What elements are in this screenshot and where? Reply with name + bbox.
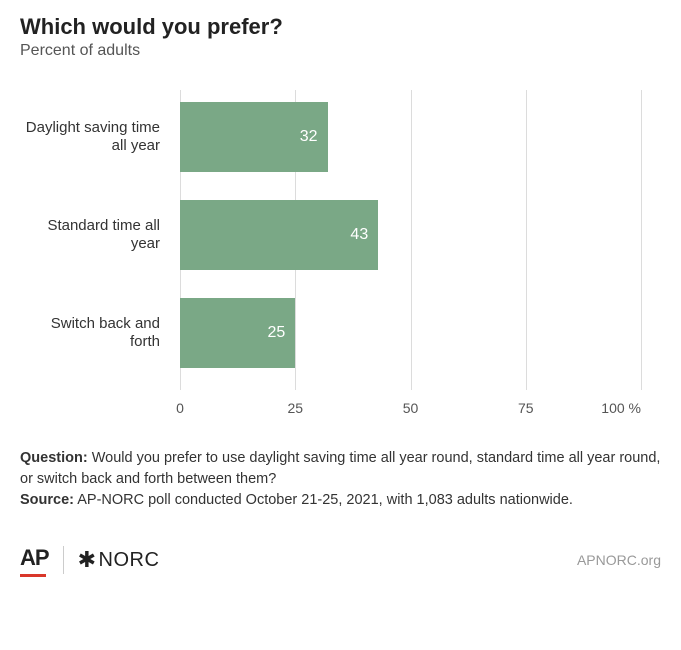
gridline	[641, 90, 642, 390]
source-label: Source:	[20, 492, 74, 508]
y-axis-label: Switch back and forth	[20, 298, 160, 368]
chart-subtitle: Percent of adults	[20, 42, 661, 60]
bar-row: 32	[180, 102, 641, 172]
plot-area: 32 43 25	[180, 90, 641, 390]
question-text: Would you prefer to use daylight saving …	[20, 450, 660, 487]
ap-logo: AP	[20, 545, 49, 575]
x-tick-label: 75	[518, 400, 534, 416]
x-axis: 0255075100 %	[180, 390, 641, 430]
x-tick-label: 100 %	[601, 400, 641, 416]
question-line: Question: Would you prefer to use daylig…	[20, 448, 661, 490]
source-text: AP-NORC poll conducted October 21-25, 20…	[74, 492, 573, 508]
bar: 25	[180, 298, 295, 368]
bar-value: 32	[300, 128, 318, 146]
norc-star-icon: ✱	[78, 549, 97, 571]
norc-text: NORC	[99, 549, 160, 572]
bar: 32	[180, 102, 328, 172]
x-tick-label: 0	[176, 400, 184, 416]
source-url: APNORC.org	[577, 552, 661, 568]
logo-group: AP ✱NORC	[20, 545, 159, 575]
question-label: Question:	[20, 450, 88, 466]
chart-area: Daylight saving time all year Standard ti…	[20, 90, 661, 430]
bar-row: 25	[180, 298, 641, 368]
chart-title: Which would you prefer?	[20, 14, 661, 40]
norc-logo: ✱NORC	[78, 549, 160, 572]
x-tick-label: 25	[287, 400, 303, 416]
y-axis-label: Standard time all year	[20, 200, 160, 270]
bar: 43	[180, 200, 378, 270]
logo-divider	[63, 546, 64, 574]
bar-value: 43	[350, 226, 368, 244]
x-tick-label: 50	[403, 400, 419, 416]
bar-value: 25	[267, 324, 285, 342]
bar-row: 43	[180, 200, 641, 270]
y-axis-labels: Daylight saving time all year Standard ti…	[20, 90, 170, 390]
source-line: Source: AP-NORC poll conducted October 2…	[20, 490, 661, 511]
y-axis-label: Daylight saving time all year	[20, 102, 160, 172]
